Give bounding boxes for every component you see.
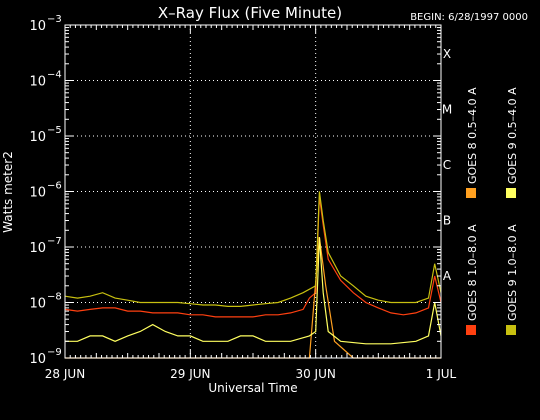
series-line	[65, 237, 442, 345]
legend-label: GOES 9 0.5–4.0 A	[506, 87, 519, 184]
x-tick-label: 30 JUN	[295, 367, 335, 381]
x-axis-ticks: 28 JUN 29 JUN 30 JUN 1 JUL	[45, 25, 457, 381]
y-tick-label: 10	[29, 186, 46, 201]
legend-swatch	[466, 188, 476, 198]
y-tick-exponent: −5	[47, 125, 62, 136]
flare-class-labels: A B C M X	[442, 47, 452, 283]
flare-class-c: C	[443, 158, 451, 172]
y-axis-ticks: 10−910−810−710−610−510−410−3	[29, 14, 441, 367]
series-line	[64, 196, 442, 318]
legend-swatch	[506, 325, 516, 335]
legend-swatch	[466, 325, 476, 335]
flare-class-b: B	[443, 213, 451, 227]
x-axis-label: Universal Time	[208, 381, 297, 395]
y-axis-label: Watts meter2	[1, 151, 15, 233]
chart-title: X–Ray Flux (Five Minute)	[158, 4, 342, 22]
legend-label: GOES 9 1.0–8.0 A	[506, 224, 519, 321]
grid-lines	[65, 25, 441, 358]
x-tick-label: 28 JUN	[45, 367, 85, 381]
x-tick-label: 1 JUL	[426, 367, 457, 381]
begin-date-label: BEGIN: 6/28/1997 0000	[410, 12, 528, 23]
y-tick-label: 10	[29, 352, 46, 367]
y-tick-exponent: −9	[47, 347, 62, 358]
y-tick-label: 10	[29, 130, 46, 145]
y-tick-label: 10	[29, 241, 46, 256]
flare-class-m: M	[442, 102, 452, 116]
y-tick-exponent: −6	[47, 181, 62, 192]
flare-class-x: X	[443, 47, 451, 61]
y-tick-label: 10	[29, 297, 46, 312]
y-tick-exponent: −8	[47, 292, 62, 303]
y-tick-label: 10	[29, 75, 46, 90]
series-line	[64, 191, 442, 307]
legend-label: GOES 8 1.0–8.0 A	[466, 224, 479, 321]
legend-label: GOES 8 0.5–4.0 A	[466, 87, 479, 184]
y-tick-exponent: −4	[47, 70, 62, 81]
legend: GOES 8 1.0–8.0 A GOES 8 0.5–4.0 A GOES 9 1…	[466, 87, 519, 335]
y-tick-exponent: −7	[47, 236, 62, 247]
x-tick-label: 29 JUN	[170, 367, 210, 381]
legend-swatch	[506, 188, 516, 198]
flare-class-a: A	[443, 269, 452, 283]
y-tick-label: 10	[29, 19, 46, 34]
y-tick-exponent: −3	[47, 14, 62, 25]
